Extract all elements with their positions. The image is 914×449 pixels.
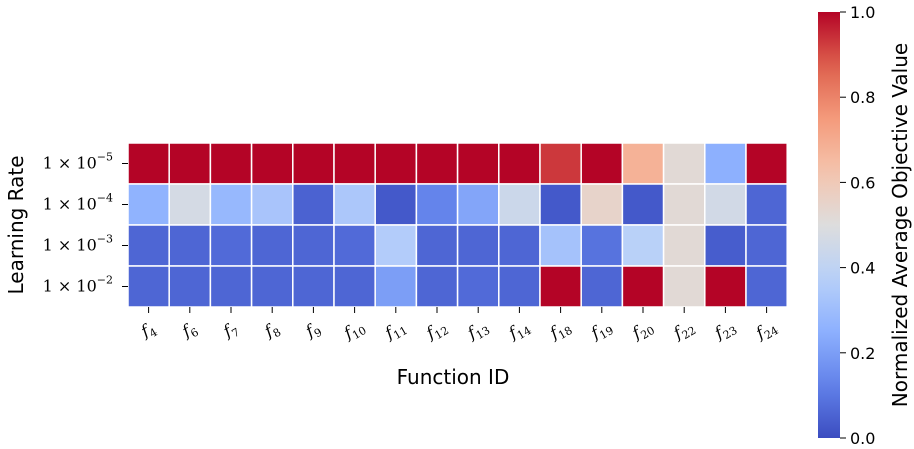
heatmap-cell (374, 224, 418, 267)
x-tick-label: f7 (219, 318, 242, 344)
heatmap-cell (333, 183, 376, 226)
x-tick-label: f10 (340, 316, 369, 346)
x-tick-label: f4 (137, 318, 160, 344)
colorbar (818, 12, 840, 438)
heatmap-cell (168, 224, 212, 267)
heatmap-cell (127, 183, 170, 226)
heatmap-cell (704, 183, 747, 226)
heatmap-cell (333, 265, 376, 308)
colorbar-tick-label: 1.0 (850, 3, 875, 22)
colorbar-tick-label: 0.2 (850, 344, 875, 363)
x-tick-label: f6 (178, 318, 201, 344)
heatmap-cell (456, 265, 500, 308)
heatmap-cell (539, 265, 582, 308)
heatmap-cell (539, 224, 582, 267)
x-axis-title: Function ID (397, 365, 510, 389)
heatmap-cell (456, 224, 500, 267)
heatmap-cell (498, 224, 541, 267)
y-tick-label: 1 × 10−5 (43, 151, 113, 173)
colorbar-tick-label: 0.0 (850, 429, 875, 448)
heatmap-cell (662, 142, 706, 185)
x-tick-label: f9 (301, 318, 324, 344)
heatmap-cell (456, 142, 500, 185)
heatmap-cell (745, 183, 788, 226)
x-tick-label: f13 (463, 316, 492, 346)
heatmap-cell (209, 183, 253, 226)
heatmap-cell (374, 183, 418, 226)
y-axis-title: Learning Rate (4, 155, 28, 294)
y-tick-label: 1 × 10−2 (43, 274, 113, 296)
x-tick-label: f11 (381, 316, 410, 346)
heatmap-cell (374, 142, 418, 185)
y-axis-ticks: 1 × 10−5 1 × 10−4 1 × 10−3 1 × 10−2 (43, 151, 128, 296)
colorbar-tick-label: 0.8 (850, 88, 875, 107)
heatmap-cell (745, 142, 788, 185)
heatmap-cell (333, 142, 376, 185)
heatmap-cell (580, 183, 624, 226)
heatmap-cell (250, 265, 294, 308)
heatmap-cell (209, 224, 253, 267)
heatmap-cell (250, 142, 294, 185)
heatmap-cell (621, 224, 665, 267)
heatmap-cell (127, 224, 170, 267)
heatmap-cell (209, 142, 253, 185)
y-tick-label: 1 × 10−4 (43, 192, 113, 214)
heatmap-cell (292, 265, 335, 308)
heatmap-cells (127, 142, 788, 308)
x-tick-label: f20 (628, 316, 657, 346)
heatmap-cell (292, 142, 335, 185)
heatmap-cell (168, 265, 212, 308)
x-tick-label: f8 (260, 318, 283, 344)
heatmap-cell (456, 183, 500, 226)
heatmap-cell (621, 142, 665, 185)
heatmap-cell (539, 183, 582, 226)
heatmap-cell (415, 224, 459, 267)
heatmap-cell (745, 265, 788, 308)
heatmap-cell (168, 142, 212, 185)
x-axis-ticks: f4 f6 f7 f8 f9 f10 f11 f12 f13 f14 f18 f19 f20 f22 f23… (137, 307, 781, 346)
heatmap-cell (250, 224, 294, 267)
x-tick-label: f18 (546, 316, 575, 346)
heatmap-cell (168, 183, 212, 226)
heatmap-cell (498, 142, 541, 185)
heatmap-cell (415, 142, 459, 185)
heatmap-cell (292, 183, 335, 226)
heatmap-cell (580, 142, 624, 185)
heatmap-cell (498, 265, 541, 308)
x-tick-label: f14 (504, 316, 533, 346)
heatmap-cell (374, 265, 418, 308)
x-tick-label: f19 (587, 316, 616, 346)
heatmap-cell (498, 183, 541, 226)
heatmap-cell (704, 224, 747, 267)
heatmap-cell (662, 183, 706, 226)
heatmap-cell (292, 224, 335, 267)
colorbar-ticks: 0.0 0.2 0.4 0.6 0.8 1.0 (840, 3, 875, 448)
heatmap-cell (333, 224, 376, 267)
heatmap-cell (704, 142, 747, 185)
heatmap-cell (745, 224, 788, 267)
heatmap-cell (415, 183, 459, 226)
colorbar-tick-label: 0.4 (850, 259, 875, 278)
heatmap-cell (209, 265, 253, 308)
heatmap-cell (662, 224, 706, 267)
heatmap-cell (580, 265, 624, 308)
colorbar-title: Normalized Average Objective Value (888, 43, 912, 407)
colorbar-tick-label: 0.6 (850, 173, 875, 192)
heatmap-cell (704, 265, 747, 308)
heatmap-cell (580, 224, 624, 267)
x-tick-label: f24 (752, 316, 781, 346)
heatmap-cell (127, 265, 170, 308)
heatmap-cell (539, 142, 582, 185)
x-tick-label: f22 (669, 316, 698, 346)
heatmap-cell (415, 265, 459, 308)
heatmap-cell (621, 265, 665, 308)
heatmap-cell (662, 265, 706, 308)
heatmap-cell (621, 183, 665, 226)
heatmap-cell (127, 142, 170, 185)
x-tick-label: f12 (422, 316, 451, 346)
y-tick-label: 1 × 10−3 (43, 233, 113, 255)
x-tick-label: f23 (710, 316, 739, 346)
heatmap-cell (250, 183, 294, 226)
